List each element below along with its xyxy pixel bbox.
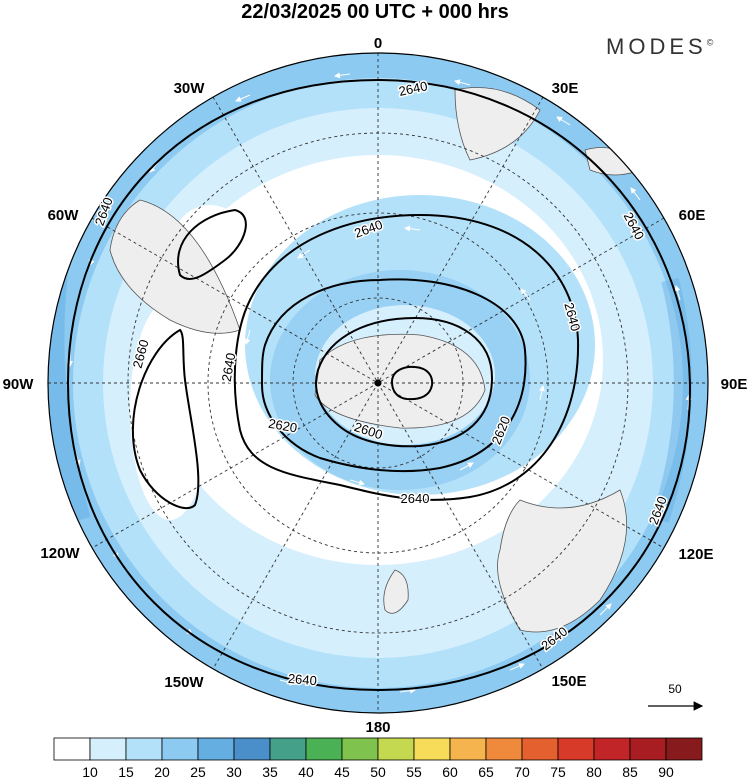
- colorbar-swatch: [125, 737, 163, 761]
- lon-label-120e: 120E: [678, 546, 713, 563]
- colorbar-swatch: [233, 737, 271, 761]
- map-boundary: [47, 52, 709, 714]
- map-title: 22/03/2025 00 UTC + 000 hrs: [241, 1, 509, 23]
- colorbar-swatch: [197, 737, 235, 761]
- colorbar-swatch: [341, 737, 379, 761]
- colorbar-tick-label: 20: [154, 764, 170, 780]
- colorbar-swatch: [557, 737, 595, 761]
- colorbar-swatch: [269, 737, 307, 761]
- contour-label: 2620: [267, 416, 298, 436]
- lon-label-0: 0: [374, 35, 382, 52]
- lon-label-180: 180: [365, 719, 390, 736]
- contour-label: 2640: [561, 301, 583, 333]
- lon-label-30e: 30E: [552, 80, 579, 97]
- colorbar-tick-label: 50: [370, 764, 386, 780]
- geopotential-contours: [66, 78, 692, 692]
- lon-label-150w: 150W: [164, 674, 204, 691]
- colorbar-swatch: [53, 737, 91, 761]
- colorbar-tick-label: 25: [190, 764, 206, 780]
- colorbar-swatch: [89, 737, 127, 761]
- brand-logo: MODES©: [606, 34, 713, 60]
- colorbar-swatch: [521, 737, 559, 761]
- colorbar: 10 15 20 25 30 35 40 45 50 55 60 65 70 75 80 85 90: [53, 737, 703, 780]
- contour-label: 2640: [646, 494, 670, 526]
- lon-label-150e: 150E: [551, 673, 586, 690]
- colorbar-swatch: [485, 737, 523, 761]
- colorbar-swatch: [305, 737, 343, 761]
- colorbar-tick-label: 35: [262, 764, 278, 780]
- colorbar-tick-label: 70: [514, 764, 530, 780]
- colorbar-tick-label: 75: [550, 764, 566, 780]
- brand-copyright-mark: ©: [706, 37, 714, 48]
- brand-name: MODES: [606, 34, 707, 59]
- lon-label-120w: 120W: [40, 545, 80, 562]
- colorbar-tick-label: 15: [118, 764, 134, 780]
- lon-label-60w: 60W: [48, 207, 80, 224]
- colorbar-tick-label: 30: [226, 764, 242, 780]
- colorbar-swatch: [629, 737, 667, 761]
- lon-label-90w: 90W: [3, 376, 35, 393]
- lon-label-90e: 90E: [721, 376, 748, 393]
- colorbar-tick-label: 10: [82, 764, 98, 780]
- colorbar-swatch: [665, 737, 703, 761]
- colorbar-tick-label: 80: [586, 764, 602, 780]
- contour-label: 2640: [219, 352, 239, 383]
- reference-vector-label: 50: [668, 682, 682, 696]
- colorbar-swatch: [377, 737, 415, 761]
- reference-vector: 50: [648, 682, 704, 711]
- colorbar-swatch: [593, 737, 631, 761]
- lon-label-60e: 60E: [679, 207, 706, 224]
- landmasses: [109, 87, 641, 633]
- colorbar-tick-label: 60: [442, 764, 458, 780]
- colorbar-tick-label: 45: [334, 764, 350, 780]
- colorbar-tick-label: 85: [622, 764, 638, 780]
- colorbar-tick-label: 55: [406, 764, 422, 780]
- colorbar-swatch: [161, 737, 199, 761]
- colorbar-tick-label: 40: [298, 764, 314, 780]
- longitude-labels: 0 30E 60E 90E 120E 150E 180 150W 120W 90…: [3, 35, 748, 736]
- colorbar-swatch: [413, 737, 451, 761]
- colorbar-swatch: [449, 737, 487, 761]
- contour-label: 2640: [401, 491, 430, 506]
- south-pole-marker: [374, 379, 382, 387]
- colorbar-tick-label: 90: [658, 764, 674, 780]
- contour-label: 2640: [287, 671, 317, 688]
- colorbar-tick-label: 65: [478, 764, 494, 780]
- lon-label-30w: 30W: [174, 80, 206, 97]
